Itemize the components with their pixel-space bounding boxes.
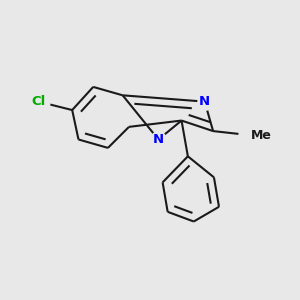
Text: N: N <box>153 133 164 146</box>
Text: N: N <box>199 95 210 108</box>
Text: Cl: Cl <box>32 95 46 108</box>
Text: Me: Me <box>251 129 272 142</box>
